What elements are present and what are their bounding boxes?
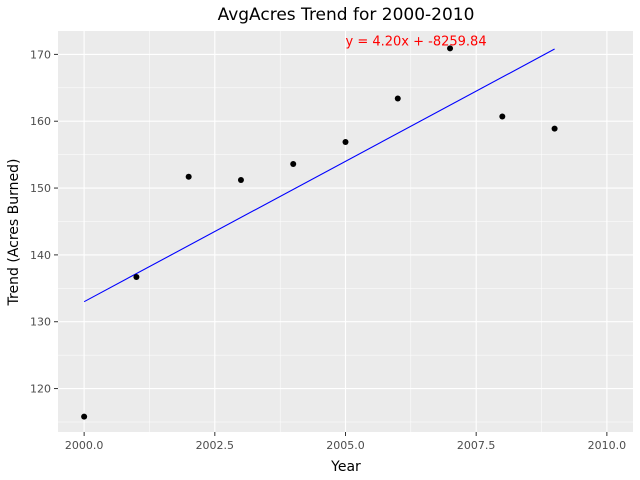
data-point: [237, 177, 244, 184]
grid-major: [58, 31, 633, 432]
y-axis-title: Trend (Acres Burned): [6, 159, 22, 307]
x-tick-label: 2000.0: [65, 439, 104, 452]
chart-title: AvgAcres Trend for 2000-2010: [218, 5, 475, 25]
x-tick-label: 2010.0: [588, 439, 627, 452]
x-axis: 2000.0 2002.5 2005.0 2007.5 2010.0: [65, 432, 626, 452]
y-tick-label: 130: [30, 316, 51, 329]
data-point: [290, 160, 297, 167]
data-point: [342, 138, 349, 145]
data-point: [185, 173, 192, 180]
y-axis: 120 130 140 150 160 170: [30, 48, 58, 396]
trend-line: [83, 48, 555, 303]
trend-line-layer: [83, 48, 555, 303]
points-layer: [81, 45, 558, 420]
x-tick-label: 2007.5: [457, 439, 496, 452]
y-tick-label: 160: [30, 115, 51, 128]
data-point: [133, 273, 140, 280]
x-tick-label: 2005.0: [326, 439, 365, 452]
data-point: [499, 113, 506, 120]
data-point: [551, 125, 558, 132]
y-tick-label: 150: [30, 182, 51, 195]
data-point: [81, 413, 88, 420]
trend-equation: y = 4.20x + -8259.84: [346, 35, 487, 50]
x-tick-label: 2002.5: [196, 439, 235, 452]
x-axis-title: Year: [330, 459, 361, 475]
y-tick-label: 140: [30, 249, 51, 262]
data-point: [447, 45, 454, 52]
y-tick-label: 170: [30, 48, 51, 61]
y-tick-label: 120: [30, 383, 51, 396]
data-point: [394, 95, 401, 102]
